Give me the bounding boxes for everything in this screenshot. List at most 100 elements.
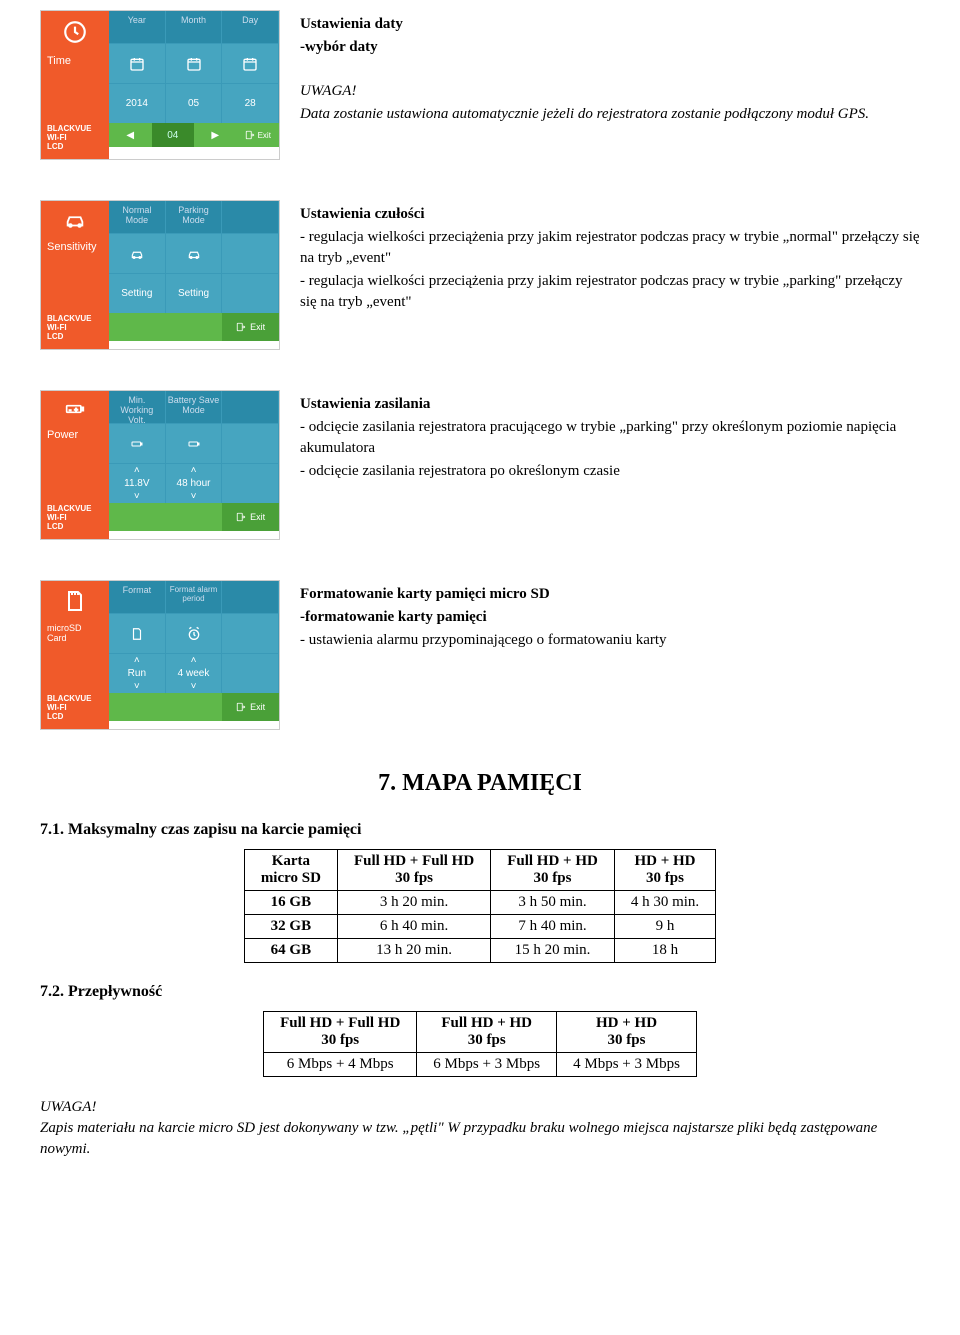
section-sensitivity: Sensitivity BLACKVUEWI-FILCD Normal Mode… <box>40 200 920 350</box>
desc-title: Ustawienia czułości <box>300 206 425 222</box>
cell-weeks[interactable]: ˄4 week˅ <box>166 653 223 693</box>
hdr-parking: Parking Mode <box>166 201 223 233</box>
desc-line: - regulacja wielkości przeciążenia przy … <box>300 271 920 313</box>
desc-line: - regulacja wielkości przeciążenia przy … <box>300 227 920 269</box>
side-title: microSD Card <box>47 623 103 643</box>
t1-r0c1: 3 h 20 min. <box>337 891 490 915</box>
cell-empty <box>222 613 279 653</box>
cell-hours[interactable]: ˄48 hour˅ <box>166 463 223 503</box>
cell-parking-icon[interactable] <box>166 233 223 273</box>
brand-label: BLACKVUEWI-FILCD <box>47 124 103 151</box>
desc-line: - odcięcie zasilania rejestratora pracuj… <box>300 417 920 459</box>
car-icon <box>47 209 103 237</box>
exit-button[interactable]: Exit <box>237 123 280 147</box>
t2-h0: Full HD + Full HD30 fps <box>264 1012 417 1053</box>
thumb-sensitivity: Sensitivity BLACKVUEWI-FILCD Normal Mode… <box>40 200 280 350</box>
brand-label: BLACKVUEWI-FILCD <box>47 314 103 341</box>
svg-text:- +: - + <box>69 408 78 414</box>
thumb-side: Time BLACKVUEWI-FILCD <box>41 11 109 159</box>
cell-sd-icon[interactable] <box>109 613 166 653</box>
t2-h2: HD + HD30 fps <box>557 1012 697 1053</box>
cell-cal-icon[interactable] <box>222 43 279 83</box>
thumb-side: Sensitivity BLACKVUEWI-FILCD <box>41 201 109 349</box>
exit-button[interactable]: Exit <box>222 313 279 341</box>
footer-slot <box>166 503 223 531</box>
t1-h0: Kartamicro SD <box>244 850 337 891</box>
next-button[interactable]: ▶ <box>194 123 237 147</box>
footer-slot <box>166 693 223 721</box>
cell-cal-icon[interactable] <box>109 43 166 83</box>
t1-r1c3: 9 h <box>614 915 715 939</box>
cell-cal-icon[interactable] <box>166 43 223 83</box>
footer-slot <box>166 313 223 341</box>
desc-note-body: Data zostanie ustawiona automatycznie je… <box>300 104 869 125</box>
cell-empty <box>222 233 279 273</box>
desc-title: Formatowanie karty pamięci micro SD <box>300 586 550 602</box>
battery-icon: - + <box>47 399 103 425</box>
t1-h3: HD + HD30 fps <box>614 850 715 891</box>
desc-time: Ustawienia daty -wybór daty UWAGA! Data … <box>300 10 869 160</box>
exit-button[interactable]: Exit <box>222 693 279 721</box>
cell-run[interactable]: ˄Run˅ <box>109 653 166 693</box>
hdr-format: Format <box>109 581 166 613</box>
cell-normal-icon[interactable] <box>109 233 166 273</box>
t1-r1c0: 32 GB <box>244 915 337 939</box>
sub-7-2: 7.2. Przepływność <box>40 983 920 1001</box>
prev-button[interactable]: ◀ <box>109 123 152 147</box>
cell-setting-normal[interactable]: Setting <box>109 273 166 313</box>
footnote-title: UWAGA! <box>40 1099 96 1115</box>
section-microsd: microSD Card BLACKVUEWI-FILCD Format For… <box>40 580 920 730</box>
desc-line: - ustawienia alarmu przypominającego o f… <box>300 630 667 651</box>
thumb-power: - + Power BLACKVUEWI-FILCD Min. Working … <box>40 390 280 540</box>
cell-batt-icon[interactable] <box>109 423 166 463</box>
t1-r2c0: 64 GB <box>244 939 337 963</box>
cell-empty <box>222 463 279 503</box>
cell-voltage[interactable]: ˄11.8V˅ <box>109 463 166 503</box>
chapter-title: 7. MAPA PAMIĘCI <box>40 770 920 797</box>
hdr-year: Year <box>109 11 166 43</box>
desc-title: Ustawienia zasilania <box>300 396 430 412</box>
brand-label: BLACKVUEWI-FILCD <box>47 504 103 531</box>
desc-power: Ustawienia zasilania - odcięcie zasilani… <box>300 390 920 540</box>
side-title: Time <box>47 55 103 67</box>
desc-line: - odcięcie zasilania rejestratora po okr… <box>300 461 920 482</box>
cell-year[interactable]: 2014 <box>109 83 166 123</box>
thumb-side: microSD Card BLACKVUEWI-FILCD <box>41 581 109 729</box>
cell-month[interactable]: 05 <box>166 83 223 123</box>
desc-sensitivity: Ustawienia czułości - regulacja wielkośc… <box>300 200 920 350</box>
t1-r1c1: 6 h 40 min. <box>337 915 490 939</box>
thumb-time: Time BLACKVUEWI-FILCD Year Month Day 201… <box>40 10 280 160</box>
footer-slot <box>109 693 166 721</box>
hdr-empty <box>222 201 279 233</box>
section-power: - + Power BLACKVUEWI-FILCD Min. Working … <box>40 390 920 540</box>
section-time: Time BLACKVUEWI-FILCD Year Month Day 201… <box>40 10 920 160</box>
t1-r0c3: 4 h 30 min. <box>614 891 715 915</box>
hdr-normal: Normal Mode <box>109 201 166 233</box>
sd-icon <box>47 589 103 619</box>
cell-day[interactable]: 28 <box>222 83 279 123</box>
desc-note: UWAGA! <box>300 81 869 102</box>
hdr-day: Day <box>222 11 279 43</box>
desc-sub: -formatowanie karty pamięci <box>300 609 487 625</box>
t1-r0c0: 16 GB <box>244 891 337 915</box>
cell-empty <box>222 653 279 693</box>
cell-alarm-icon[interactable] <box>166 613 223 653</box>
t1-r2c1: 13 h 20 min. <box>337 939 490 963</box>
t1-r0c2: 3 h 50 min. <box>491 891 615 915</box>
brand-label: BLACKVUEWI-FILCD <box>47 694 103 721</box>
cell-batt-icon[interactable] <box>166 423 223 463</box>
footer-slot <box>109 503 166 531</box>
footnote: UWAGA! Zapis materiału na karcie micro S… <box>40 1097 920 1160</box>
side-title: Sensitivity <box>47 241 103 253</box>
desc-microsd: Formatowanie karty pamięci micro SD -for… <box>300 580 667 730</box>
cell-empty <box>222 273 279 313</box>
t2-r0c0: 6 Mbps + 4 Mbps <box>264 1053 417 1077</box>
cell-setting-parking[interactable]: Setting <box>166 273 223 313</box>
exit-button[interactable]: Exit <box>222 503 279 531</box>
thumb-side: - + Power BLACKVUEWI-FILCD <box>41 391 109 539</box>
clock-icon <box>47 19 103 51</box>
hdr-minvolt: Min. Working Volt. <box>109 391 166 423</box>
desc-title: Ustawienia daty <box>300 16 403 32</box>
hdr-empty <box>222 581 279 613</box>
hdr-alarm-period: Format alarm period <box>166 581 223 613</box>
